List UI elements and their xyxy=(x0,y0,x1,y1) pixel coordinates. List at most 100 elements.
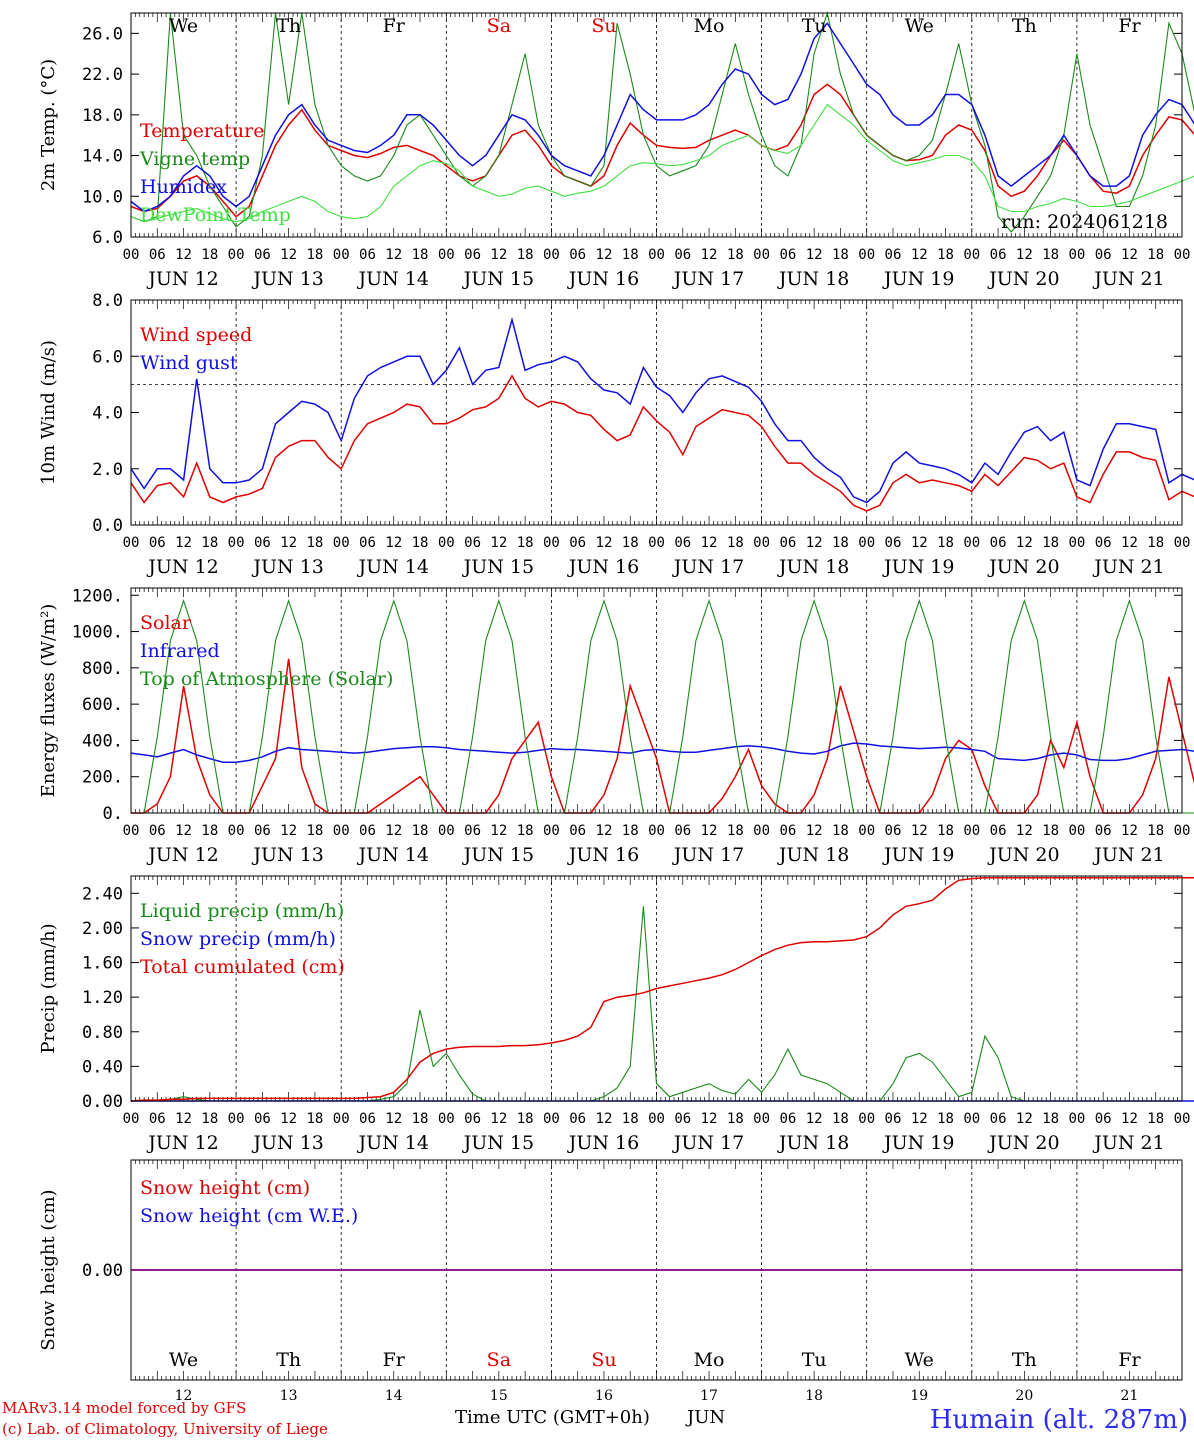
hour-label: 12 xyxy=(1016,823,1033,839)
weekday-label: Fr xyxy=(383,1349,406,1371)
y-tick-label: 2.00 xyxy=(82,919,123,939)
hour-label: 06 xyxy=(990,247,1007,263)
hour-label: 00 xyxy=(1174,247,1191,263)
hour-label: 12 xyxy=(911,823,928,839)
hour-label: 18 xyxy=(727,535,744,551)
weekday-label: Su xyxy=(591,1349,616,1371)
hour-label: 00 xyxy=(648,535,665,551)
date-label: JUN 19 xyxy=(882,556,954,578)
y-tick-label: 6.0 xyxy=(92,347,123,367)
hour-label: 06 xyxy=(779,247,796,263)
hour-label: 18 xyxy=(727,823,744,839)
date-label: JUN 16 xyxy=(567,556,639,578)
hour-label: 18 xyxy=(306,247,323,263)
hour-label: 00 xyxy=(963,1111,980,1127)
legend-entry: Top of Atmosphere (Solar) xyxy=(140,668,393,690)
hour-label: 18 xyxy=(832,1111,849,1127)
hour-label: 00 xyxy=(648,247,665,263)
weekday-label: Mo xyxy=(694,1349,725,1371)
panel-energy: 0. 200. 400. 600. 800. 1000. 1200. Energy fluxe… xyxy=(38,586,1194,866)
hour-label: 06 xyxy=(990,535,1007,551)
hour-label: 18 xyxy=(412,247,429,263)
hour-label: 06 xyxy=(674,535,691,551)
hour-label: 00 xyxy=(1068,535,1085,551)
hour-label: 18 xyxy=(517,823,534,839)
hour-label: 06 xyxy=(254,823,271,839)
hour-label: 12 xyxy=(280,823,297,839)
day-number-label: 16 xyxy=(595,1388,613,1404)
hour-label: 00 xyxy=(333,1111,350,1127)
hour-label: 00 xyxy=(858,823,875,839)
hour-label: 18 xyxy=(937,1111,954,1127)
hour-label: 12 xyxy=(385,535,402,551)
series-temperature xyxy=(130,83,1194,218)
date-label: JUN 21 xyxy=(1092,1132,1164,1154)
hour-label: 06 xyxy=(464,535,481,551)
y-tick-label: 800. xyxy=(82,659,123,679)
panel-wind: 0.0 2.0 4.0 6.0 8.0 10m Wind (m/s) Wind speed W… xyxy=(38,291,1194,578)
date-label: JUN 13 xyxy=(251,556,323,578)
hour-label: 00 xyxy=(438,1111,455,1127)
hour-label: 12 xyxy=(911,535,928,551)
hour-label: 06 xyxy=(990,1111,1007,1127)
hour-label: 06 xyxy=(569,247,586,263)
hour-label: 18 xyxy=(412,823,429,839)
hour-label: 12 xyxy=(490,823,507,839)
hour-label: 06 xyxy=(569,823,586,839)
hour-label: 00 xyxy=(123,823,140,839)
date-label: JUN 15 xyxy=(462,844,534,866)
hour-label: 00 xyxy=(858,247,875,263)
y-tick-label: 1.60 xyxy=(82,954,123,974)
y-axis-title: Precip (mm/h) xyxy=(38,923,59,1053)
hour-label: 12 xyxy=(385,823,402,839)
hour-label: 06 xyxy=(1095,247,1112,263)
hour-label: 12 xyxy=(1121,1111,1138,1127)
hour-label: 06 xyxy=(359,247,376,263)
date-label: JUN 16 xyxy=(567,844,639,866)
series-infrared xyxy=(130,742,1194,763)
date-label: JUN 14 xyxy=(357,1132,429,1154)
hour-label: 12 xyxy=(806,535,823,551)
hour-label: 06 xyxy=(779,823,796,839)
hour-label: 12 xyxy=(1016,1111,1033,1127)
y-tick-label: 1.20 xyxy=(82,988,123,1008)
hour-label: 18 xyxy=(622,535,639,551)
hour-label: 12 xyxy=(385,247,402,263)
hour-label: 06 xyxy=(885,1111,902,1127)
y-tick-label: 0.00 xyxy=(82,1092,123,1112)
hour-label: 00 xyxy=(1068,1111,1085,1127)
hour-label: 06 xyxy=(674,1111,691,1127)
date-label: JUN 21 xyxy=(1092,268,1164,290)
weekday-label: Th xyxy=(1012,1349,1037,1371)
y-tick-label: 18.0 xyxy=(82,106,123,126)
date-label: JUN 19 xyxy=(882,1132,954,1154)
hour-label: 06 xyxy=(254,1111,271,1127)
legend-entry: Liquid precip (mm/h) xyxy=(140,900,344,922)
hour-label: 18 xyxy=(937,823,954,839)
y-tick-label: 8.0 xyxy=(92,291,123,311)
hour-label: 06 xyxy=(1095,535,1112,551)
hour-label: 00 xyxy=(1174,535,1191,551)
legend-entry: DewPoint Temp xyxy=(140,204,291,226)
weekday-label: Th xyxy=(276,1349,301,1371)
hour-label: 12 xyxy=(1121,247,1138,263)
hour-label: 00 xyxy=(543,823,560,839)
date-label: JUN 13 xyxy=(251,268,323,290)
date-label: JUN 16 xyxy=(567,1132,639,1154)
hour-label: 00 xyxy=(1174,1111,1191,1127)
day-number-label: 21 xyxy=(1121,1388,1139,1404)
hour-label: 00 xyxy=(438,535,455,551)
hour-label: 12 xyxy=(911,247,928,263)
model-credit: MARv3.14 model forced by GFS xyxy=(2,1399,246,1417)
hour-label: 06 xyxy=(149,535,166,551)
hour-label: 00 xyxy=(333,535,350,551)
date-label: JUN 13 xyxy=(251,1132,323,1154)
hour-label: 00 xyxy=(1068,247,1085,263)
hour-label: 00 xyxy=(753,823,770,839)
hour-label: 12 xyxy=(596,823,613,839)
date-label: JUN 14 xyxy=(357,844,429,866)
hour-label: 18 xyxy=(937,535,954,551)
plot-frame xyxy=(130,12,1183,238)
hour-label: 06 xyxy=(885,247,902,263)
y-axis-title: Snow height (cm) xyxy=(38,1189,59,1350)
